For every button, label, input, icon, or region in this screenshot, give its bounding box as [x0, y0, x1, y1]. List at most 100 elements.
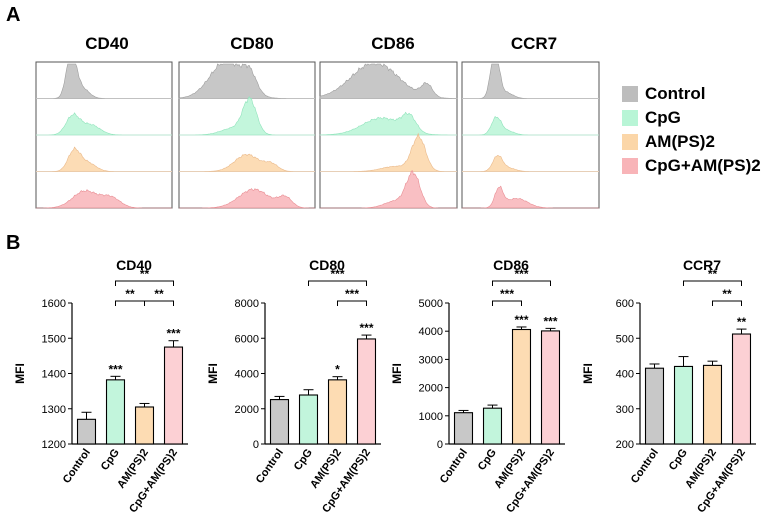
legend-item-cpg-amps2: CpG+AM(PS)2 — [622, 154, 761, 178]
bar-cd86-amps2 — [511, 328, 532, 445]
y-axis-label-cd80: MFI — [206, 363, 220, 384]
comparison-label-cd80: *** — [330, 267, 344, 281]
bar-cd80-amps2 — [327, 379, 348, 445]
legend-swatch-cpg-amps2 — [622, 158, 638, 174]
category-label-cd80-cpg: CpG — [292, 447, 315, 473]
histogram-ccr7-amps2 — [462, 155, 599, 172]
histogram-panel-cd80 — [178, 61, 316, 209]
histogram-cd80-control — [178, 63, 315, 99]
comparison-bracket-cd80 — [337, 300, 367, 306]
y-tick-label-ccr7: 600 — [616, 298, 634, 310]
bar-ccr7-control — [644, 367, 665, 445]
comparison-label-cd80: *** — [345, 287, 359, 301]
significance-label-cd80-cpg-amps2: *** — [359, 321, 373, 335]
histogram-panel-cd86 — [319, 61, 458, 209]
bar-chart-title-cd40: CD40 — [116, 257, 152, 273]
histogram-cd80-cpg-amps2 — [179, 188, 315, 209]
significance-label-cd40-cpg-amps2: *** — [166, 327, 180, 341]
legend-label-cpg-amps2: CpG+AM(PS)2 — [645, 156, 761, 175]
legend-item-amps2: AM(PS)2 — [622, 130, 761, 154]
significance-label-cd80-amps2: * — [335, 363, 340, 377]
category-label-cd80-control: Control — [254, 447, 286, 486]
y-tick-label-ccr7: 200 — [616, 439, 634, 451]
histogram-panel-cd40 — [35, 61, 173, 209]
y-tick-label-cd40: 1200 — [42, 439, 66, 451]
legend-item-cpg: CpG — [622, 106, 761, 130]
comparison-bracket-cd86 — [492, 300, 522, 306]
y-tick-label-ccr7: 400 — [616, 369, 634, 381]
legend-item-control: Control — [622, 82, 761, 106]
bar-cd80-cpg — [298, 394, 319, 445]
comparison-bracket-cd80 — [308, 280, 367, 286]
bar-cd40-cpg — [105, 379, 126, 445]
y-tick-label-cd80: 8000 — [235, 298, 259, 310]
comparison-bracket-ccr7 — [683, 280, 742, 286]
bar-cd80-cpg-amps2 — [356, 338, 377, 445]
hist-title-cd86: CD86 — [371, 34, 415, 53]
bar-chart-title-cd80: CD80 — [309, 257, 345, 273]
bar-cd40-cpg-amps2 — [163, 346, 184, 445]
category-label-cd40-control: Control — [61, 447, 93, 486]
significance-label-cd86-amps2: *** — [514, 313, 528, 327]
y-tick-label-cd86: 0 — [437, 439, 443, 451]
histogram-cd86-cpg-amps2 — [320, 170, 457, 209]
y-tick-label-cd80: 2000 — [235, 404, 259, 416]
y-tick-label-cd40: 1400 — [42, 369, 66, 381]
y-tick-label-ccr7: 500 — [616, 333, 634, 345]
legend-label-control: Control — [645, 84, 706, 103]
histogram-cd40-cpg — [36, 112, 172, 136]
histogram-ccr7-control — [462, 63, 599, 99]
comparison-label-cd40: ** — [140, 267, 150, 281]
y-axis-label-ccr7: MFI — [581, 363, 595, 384]
legend-label-cpg: CpG — [645, 108, 681, 127]
y-tick-label-cd40: 1500 — [42, 333, 66, 345]
histogram-cd86-control — [319, 63, 458, 99]
histogram-cd40-control — [36, 63, 172, 99]
legend: Control CpG AM(PS)2 CpG+AM(PS)2 — [622, 82, 761, 178]
legend-swatch-cpg — [622, 110, 638, 126]
comparison-label-cd40: ** — [125, 287, 135, 301]
legend-label-amps2: AM(PS)2 — [645, 132, 715, 151]
comparison-bracket-cd40 — [115, 280, 174, 286]
bar-chart-title-cd86: CD86 — [493, 257, 529, 273]
y-tick-label-cd86: 2000 — [419, 383, 443, 395]
comparison-label-ccr7: ** — [708, 267, 718, 281]
significance-label-cd40-cpg: *** — [108, 362, 122, 376]
bar-cd86-cpg-amps2 — [540, 330, 561, 445]
y-tick-label-cd80: 6000 — [235, 333, 259, 345]
histogram-panel-ccr7 — [461, 61, 600, 209]
comparison-label-ccr7: ** — [722, 287, 732, 301]
category-label-cd86-control: Control — [438, 447, 470, 486]
bar-chart-cd40: CD40 1200 1300 1400 1500 1600 MFI Control *** CpG… — [13, 257, 188, 515]
hist-title-cd40: CD40 — [85, 34, 129, 53]
histogram-cd86-cpg — [319, 111, 457, 136]
category-label-ccr7-cpg: CpG — [667, 447, 690, 473]
histogram-cd40-cpg-amps2 — [36, 189, 172, 209]
y-tick-label-cd80: 0 — [253, 439, 259, 451]
bar-ccr7-cpg-amps2 — [731, 333, 752, 445]
bar-chart-cd86: CD86 0 1000 2000 3000 4000 5000 MFI Control CpG **… — [390, 257, 565, 515]
bar-ccr7-cpg — [673, 365, 694, 445]
legend-swatch-amps2 — [622, 134, 638, 150]
comparison-bracket-cd40 — [144, 300, 174, 306]
comparison-bracket-cd40 — [115, 300, 145, 306]
hist-title-cd80: CD80 — [230, 34, 274, 53]
y-axis-label-cd40: MFI — [13, 363, 27, 384]
histogram-cd86-amps2 — [320, 132, 457, 172]
histogram-cd40-amps2 — [36, 146, 172, 172]
y-tick-label-cd86: 5000 — [419, 298, 443, 310]
y-axis-label-cd86: MFI — [390, 363, 404, 384]
bar-ccr7-amps2 — [702, 364, 723, 445]
comparison-bracket-ccr7 — [712, 300, 742, 306]
hist-title-ccr7: CCR7 — [510, 34, 558, 53]
comparison-label-cd40: ** — [154, 287, 164, 301]
comparison-label-cd86: *** — [514, 267, 528, 281]
y-tick-label-cd80: 4000 — [235, 369, 259, 381]
histogram-cd80-amps2 — [179, 153, 315, 172]
category-label-ccr7-control: Control — [629, 447, 661, 486]
histogram-ccr7-cpg-amps2 — [462, 185, 599, 209]
bar-cd40-amps2 — [134, 406, 155, 445]
category-label-cd40-cpg: CpG — [99, 447, 122, 473]
